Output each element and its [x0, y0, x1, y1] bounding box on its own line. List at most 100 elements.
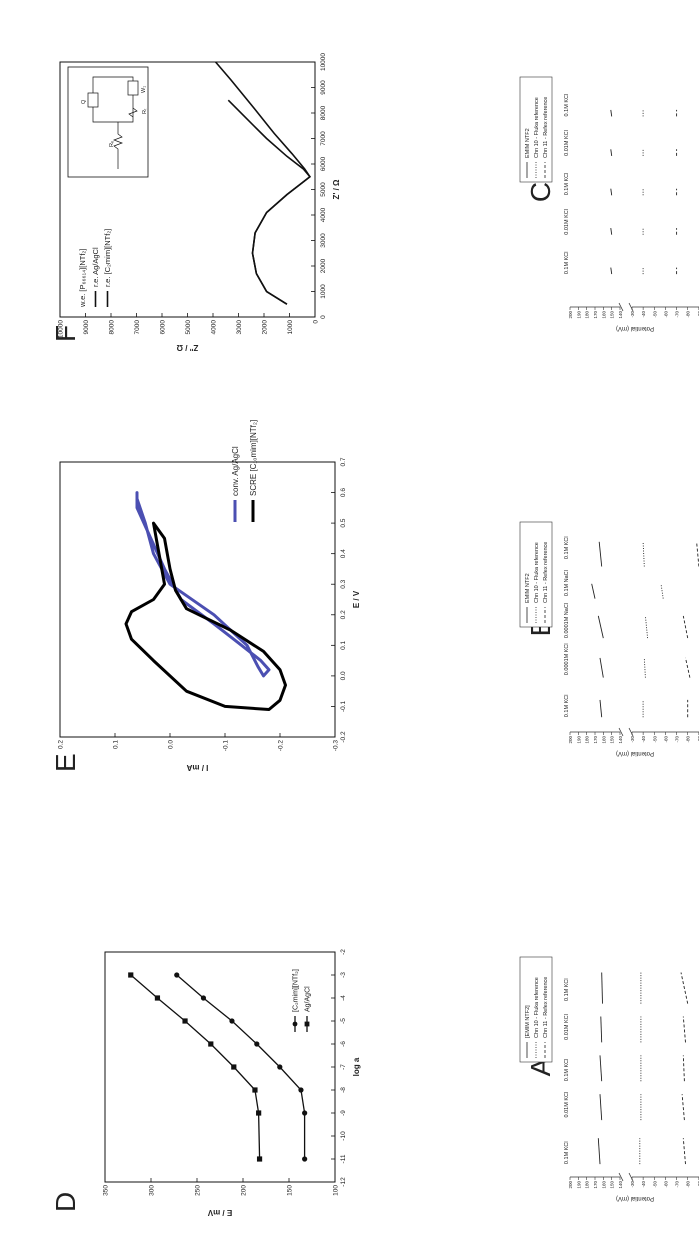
y-tick-label: -0.3 [333, 740, 340, 752]
series-2-segment [685, 657, 691, 678]
series-0-line [227, 99, 312, 305]
plot-frame [59, 461, 336, 738]
legend-label: r.e. [C₂mim][NTf₂] [103, 229, 112, 287]
x-tick-label: 6000 [320, 156, 327, 171]
series-0-point [302, 1156, 308, 1162]
series-1-point [256, 1110, 262, 1116]
series-0-segment [601, 972, 603, 1004]
series-0-point [302, 1110, 308, 1116]
series-1-segment [660, 583, 664, 599]
annotation-label: 0.1M KCl [564, 978, 570, 1001]
y-tick-label: 160 [601, 311, 606, 319]
series-1-point [252, 1087, 258, 1093]
y-axis-label: Potential (mV) [616, 750, 654, 756]
y-axis-label: I / mA [186, 763, 208, 772]
y-tick-label: -30 [630, 1181, 635, 1188]
series-1-loop [124, 521, 287, 711]
y-tick-label: -40 [641, 1181, 646, 1188]
y-tick-label: -50 [652, 311, 657, 318]
legend-label: EMIM NTF2 [525, 573, 531, 603]
x-tick-label: -9 [340, 1110, 347, 1116]
series-1-segment [643, 657, 646, 678]
y-tick-label: -50 [652, 736, 657, 743]
y-tick-label: 180 [585, 1181, 590, 1189]
series-0-point [298, 1087, 304, 1093]
y-tick-label: 200 [241, 1185, 248, 1196]
circuit-element-w [127, 80, 139, 96]
x-tick-label: 0.2 [340, 610, 347, 619]
legend-label: Ag/AgCl [305, 986, 312, 1012]
y-tick-label: 0.0 [168, 740, 175, 749]
series-1-line [130, 974, 261, 1160]
series-0-loop [135, 491, 271, 678]
annotation-label: 0.1M KCl [564, 94, 570, 117]
annotation-label: 0.0001M NaCl [564, 603, 570, 638]
y-axis-label: Potential (mV) [616, 1195, 654, 1201]
legend-label: SCRE [C₁₀mim][NTf₂] [249, 420, 258, 496]
y-tick-label: 150 [610, 1181, 615, 1189]
x-tick-label: -0.1 [340, 700, 347, 712]
legend-box [519, 956, 553, 1063]
y-tick-label: 5000 [185, 320, 192, 335]
series-1-segment [642, 541, 645, 567]
series-2-segment [682, 1055, 685, 1082]
series-2-segment [682, 615, 689, 639]
x-tick-label: 0.6 [340, 488, 347, 497]
y-tick-label: 250 [195, 1185, 202, 1196]
y-tick-label: -80 [686, 311, 691, 318]
x-tick-label: 0.1 [340, 640, 347, 649]
y-tick-label: -80 [686, 1181, 691, 1188]
y-tick-label: 140 [618, 736, 623, 744]
y-tick-label: -40 [641, 736, 646, 743]
series-0-point [174, 972, 180, 978]
y-tick-label: -90 [697, 311, 699, 318]
y-tick-label: -50 [652, 1181, 657, 1188]
circuit-label: Q [81, 99, 87, 104]
panel-letter-F: F [50, 325, 81, 342]
y-tick-label: 10000 [58, 320, 65, 338]
y-tick-label: 8000 [109, 320, 116, 335]
panel-letter-C: C [525, 182, 556, 202]
y-tick-label: 170 [593, 736, 598, 744]
circuit-label: Rₑ [109, 141, 115, 147]
series-0-point [277, 1064, 283, 1070]
legend-marker [304, 1021, 310, 1027]
y-tick-label: 200 [568, 1181, 573, 1189]
series-1-point [256, 1156, 263, 1162]
legend-label: Chn 11 - Refex reference [543, 977, 549, 1038]
y-tick-label: -90 [697, 736, 699, 743]
circuit-label: Rₜ [142, 108, 148, 114]
legend-box [519, 521, 553, 628]
y-tick-label: 2000 [262, 320, 269, 335]
axis-break-mark [618, 727, 624, 737]
y-tick-label: 160 [601, 736, 606, 744]
y-tick-label: -70 [675, 1181, 680, 1188]
x-tick-label: 2000 [320, 258, 327, 273]
y-axis-label: Z'' / Ω [176, 343, 198, 352]
y-tick-label: 190 [576, 311, 581, 319]
y-tick-label: -60 [663, 311, 668, 318]
axis-break-mark [628, 302, 634, 312]
y-tick-label: 190 [576, 1181, 581, 1189]
series-2-segment [680, 972, 689, 1004]
y-tick-label: 170 [593, 1181, 598, 1189]
legend-label: Chn 10 - Fluka reference [534, 542, 540, 603]
legend-label: [C₂mim][NTf₂] [293, 969, 300, 1012]
annotation-label: 0.01M KCl [564, 1092, 570, 1118]
y-axis-label: Potential (mV) [616, 325, 654, 331]
legend-label: conv. Ag/AgCl [231, 446, 240, 496]
panel-E: E -0.2 -0.1 0.0 0.1 0.2 0.3 0.4 0.5 0.6 0.7 0.2 0.1 0… [50, 420, 361, 772]
annotation-label: 0.1M KCl [564, 1059, 570, 1082]
y-tick-label: 9000 [83, 320, 90, 335]
y-tick-label: 350 [103, 1185, 110, 1196]
y-tick-label: 150 [610, 311, 615, 319]
legend-label: Chn 10 - Fluka reference [534, 977, 540, 1038]
y-tick-label: 200 [568, 311, 573, 319]
panel-D: D -12 -11 -10 -9 -8 -7 -6 -5 -4 -3 -2 100 150 200 250 30… [50, 949, 361, 1217]
series-0-point [200, 995, 207, 1001]
series-0-line [176, 974, 306, 1159]
x-axis-label: log a [352, 1057, 361, 1076]
series-0-point [254, 1041, 260, 1047]
legend-label: EMIM NTF2 [525, 128, 531, 158]
series-0-segment [599, 1055, 603, 1082]
